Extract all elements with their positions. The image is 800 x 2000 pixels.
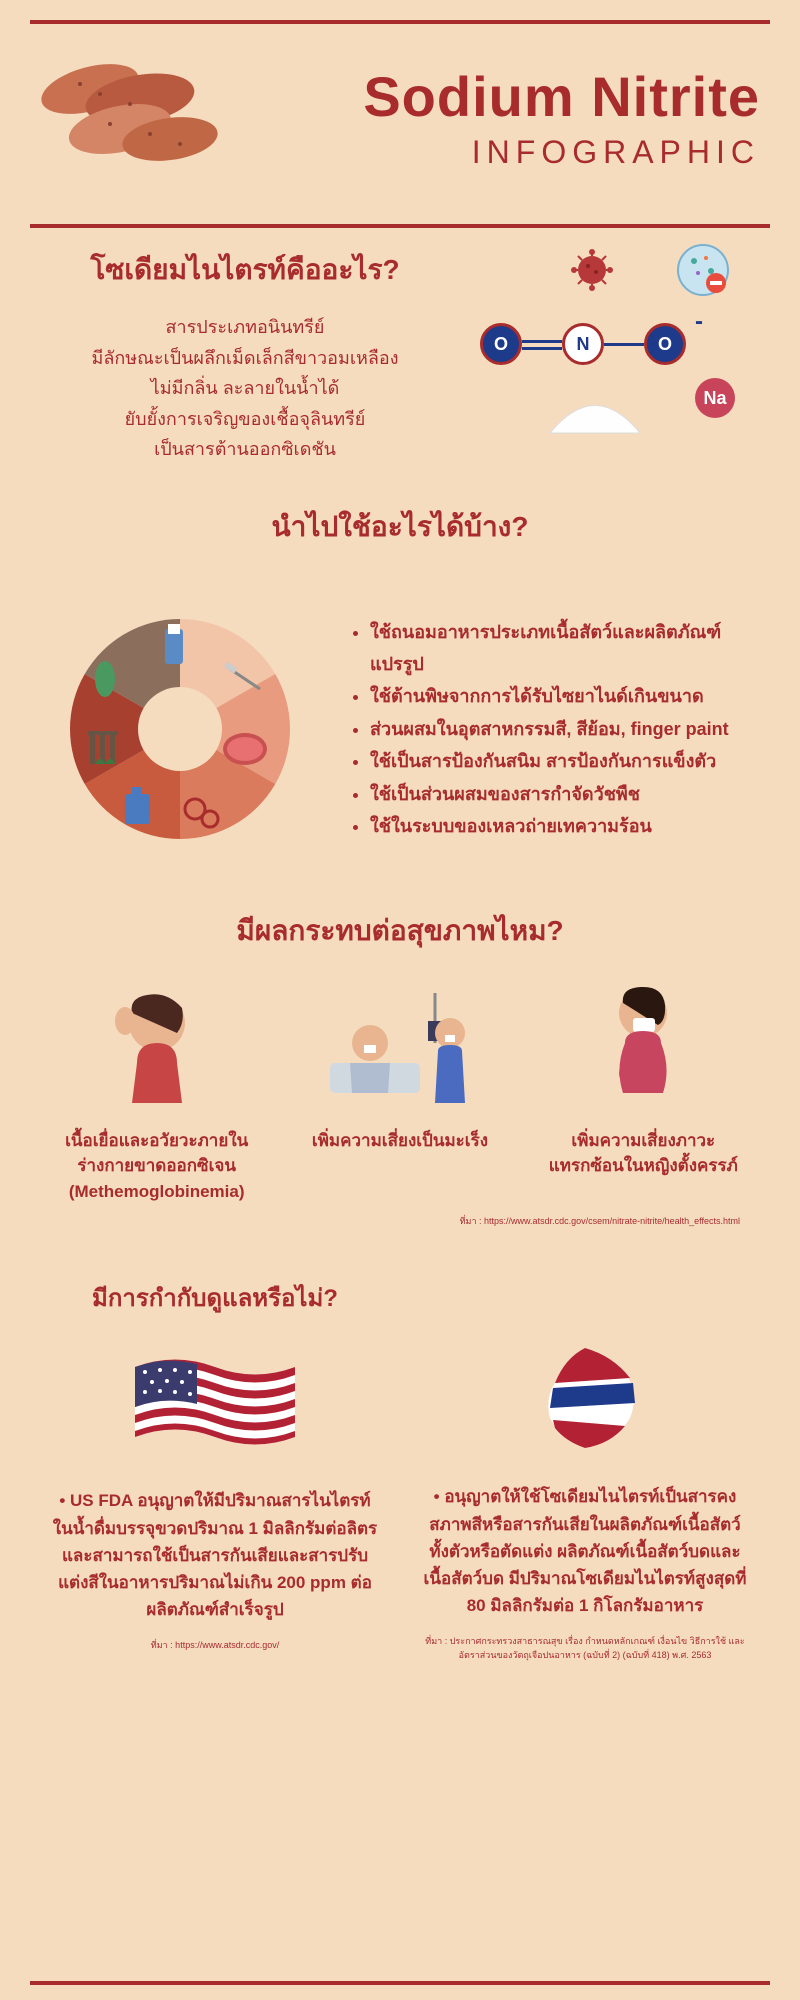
us-flag-icon — [125, 1342, 305, 1462]
subtitle: INFOGRAPHIC — [250, 134, 760, 171]
regulation-section: มีการกำกับดูแลหรือไม่? • US FDA อนุญาตให… — [0, 1248, 800, 1692]
atom-na: Na — [695, 378, 735, 418]
thailand-flag-icon — [495, 1338, 675, 1458]
bond-2 — [604, 343, 644, 346]
title-block: Sodium Nitrite INFOGRAPHIC — [250, 64, 760, 171]
header: Sodium Nitrite INFOGRAPHIC — [0, 24, 800, 204]
health-text-1: เนื้อเยื่อและอวัยวะภายในร่างกายขาดออกซิเ… — [50, 1128, 263, 1205]
petri-icon — [676, 243, 730, 297]
health-row: เนื้อเยื่อและอวัยวะภายในร่างกายขาดออกซิเ… — [50, 973, 750, 1205]
regulation-us: มีการกำกับดูแลหรือไม่? • US FDA อนุญาตให… — [50, 1278, 380, 1662]
bond-1a — [522, 340, 562, 343]
health-item-2: เพิ่มความเสี่ยงเป็นมะเร็ง — [293, 973, 506, 1205]
regulation-th: • อนุญาตให้ใช้โซเดียมไนไตรท์เป็นสารคงสภา… — [420, 1278, 750, 1662]
health-heading: มีผลกระทบต่อสุขภาพไหม? — [50, 909, 750, 953]
uses-item: ใช้ในระบบของเหลวถ่ายเทความร้อน — [370, 810, 750, 842]
main-title: Sodium Nitrite — [250, 64, 760, 129]
health-item-3: เพิ่มความเสี่ยงภาวะแทรกซ้อนในหญิงตั้งครร… — [537, 973, 750, 1205]
uses-list: ใช้ถนอมอาหารประเภทเนื้อสัตว์และผลิตภัณฑ์… — [350, 616, 750, 843]
uses-heading: นำไปใช้อะไรได้บ้าง? — [50, 505, 750, 549]
health-section: มีผลกระทบต่อสุขภาพไหม? เนื้อเยื่อและอวัย… — [0, 889, 800, 1249]
sausage-illustration — [30, 44, 230, 184]
health-item-1: เนื้อเยื่อและอวัยวะภายในร่างกายขาดออกซิเ… — [50, 973, 263, 1205]
uses-item: ใช้เป็นส่วนผสมของสารกำจัดวัชพืช — [370, 778, 750, 810]
what-is-section: โซเดียมไนไตรท์คืออะไร? สารประเภทอนินทรีย… — [0, 228, 800, 485]
regulation-th-text: • อนุญาตให้ใช้โซเดียมไนไตรท์เป็นสารคงสภา… — [420, 1483, 750, 1619]
health-source: ที่มา : https://www.atsdr.cdc.gov/csem/n… — [50, 1214, 750, 1228]
health-text-2: เพิ่มความเสี่ยงเป็นมะเร็ง — [293, 1128, 506, 1154]
bond-1b — [522, 347, 562, 350]
uses-item: ใช้ต้านพิษจากการได้รับไซยาไนด์เกินขนาด — [370, 680, 750, 712]
health-text-3: เพิ่มความเสี่ยงภาวะแทรกซ้อนในหญิงตั้งครร… — [537, 1128, 750, 1179]
headache-illustration — [77, 973, 237, 1113]
hospital-illustration — [320, 973, 480, 1113]
regulation-us-source: ที่มา : https://www.atsdr.cdc.gov/ — [50, 1638, 380, 1652]
regulation-th-source: ที่มา : ประกาศกระทรวงสาธารณสุข เรื่อง กำ… — [420, 1634, 750, 1662]
regulation-heading: มีการกำกับดูแลหรือไม่? — [50, 1278, 380, 1317]
uses-item: ใช้ถนอมอาหารประเภทเนื้อสัตว์และผลิตภัณฑ์… — [370, 616, 750, 681]
regulation-us-text: • US FDA อนุญาตให้มีปริมาณสารไนไตรท์ในน้… — [50, 1487, 380, 1623]
molecule-diagram: O N O - Na — [470, 248, 750, 448]
uses-item: ส่วนผสมในอุตสาหกรรมสี, สีย้อม, finger pa… — [370, 713, 750, 745]
pie-chart-icon — [50, 599, 310, 859]
uses-heading-wrap: นำไปใช้อะไรได้บ้าง? — [0, 485, 800, 549]
uses-section: ใช้ถนอมอาหารประเภทเนื้อสัตว์และผลิตภัณฑ์… — [0, 569, 800, 889]
atom-n: N — [562, 323, 604, 365]
uses-item: ใช้เป็นสารป้องกันสนิม สารป้องกันการแข็งต… — [370, 745, 750, 777]
atom-o-right: O — [644, 323, 686, 365]
what-is-text: โซเดียมไนไตรท์คืออะไร? สารประเภทอนินทรีย… — [50, 248, 440, 465]
bottom-border — [30, 1981, 770, 1985]
what-is-body: สารประเภทอนินทรีย์มีลักษณะเป็นผลึกเม็ดเล… — [50, 312, 440, 465]
minus-charge: - — [695, 308, 703, 336]
virus-icon — [570, 248, 614, 292]
pregnant-illustration — [563, 973, 723, 1113]
powder-icon — [540, 383, 650, 443]
infographic-page: Sodium Nitrite INFOGRAPHIC โซเดียมไนไตรท… — [0, 0, 800, 2000]
atom-o-left: O — [480, 323, 522, 365]
what-is-heading: โซเดียมไนไตรท์คืออะไร? — [50, 248, 440, 292]
